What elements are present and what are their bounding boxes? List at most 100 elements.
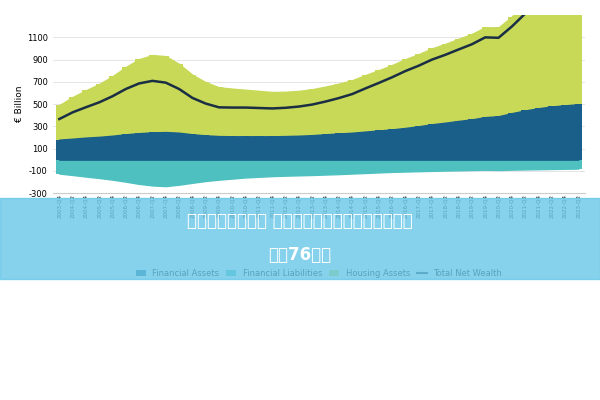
Bar [335, 160, 343, 174]
Text: 线上股票配资公司 主次节奏：原油连续走低，日内: 线上股票配资公司 主次节奏：原油连续走低，日内 [187, 212, 413, 230]
Bar [575, 0, 582, 104]
Bar [109, 160, 116, 180]
Bar [482, 117, 489, 160]
Legend: Financial Assets, Financial Liabilities, Housing Assets, Total Net Wealth: Financial Assets, Financial Liabilities,… [133, 266, 505, 282]
Bar [282, 136, 289, 160]
Bar [521, 4, 529, 110]
Bar [388, 65, 395, 129]
Bar [508, 16, 515, 113]
Bar [415, 160, 422, 171]
Bar [482, 27, 489, 117]
Bar [175, 160, 183, 185]
Bar [362, 160, 369, 173]
Bar [242, 160, 249, 178]
Bar [308, 89, 316, 135]
Bar [282, 92, 289, 136]
Bar [335, 134, 343, 160]
Bar [442, 123, 449, 160]
Bar [375, 130, 382, 160]
Bar [508, 113, 515, 160]
Bar [122, 67, 130, 134]
Bar [322, 160, 329, 174]
Bar [229, 136, 236, 160]
Bar [428, 160, 436, 171]
Bar [349, 133, 356, 160]
Bar [535, 0, 542, 108]
Bar [109, 76, 116, 136]
Bar [455, 160, 462, 170]
Bar [56, 160, 63, 174]
Bar [295, 160, 302, 175]
Bar [229, 89, 236, 136]
Bar [149, 132, 156, 160]
Bar [82, 160, 89, 176]
Bar [269, 136, 276, 160]
Bar [468, 119, 476, 160]
Bar [56, 140, 63, 160]
Bar [136, 133, 143, 160]
Bar [269, 92, 276, 136]
Bar [548, 160, 556, 169]
Bar [335, 84, 343, 134]
Bar [162, 56, 169, 132]
Bar [455, 39, 462, 121]
Y-axis label: € Billion: € Billion [15, 86, 24, 122]
Bar [215, 136, 223, 160]
Bar [375, 70, 382, 130]
Bar [229, 160, 236, 178]
Bar [282, 160, 289, 176]
Bar [255, 136, 263, 160]
Bar [495, 28, 502, 116]
Bar [295, 91, 302, 136]
Bar [242, 90, 249, 136]
Bar [535, 108, 542, 160]
Bar [575, 160, 582, 168]
Bar [56, 105, 63, 140]
Bar [548, 0, 556, 106]
Bar [508, 160, 515, 170]
Bar [122, 160, 130, 182]
Bar [495, 116, 502, 160]
Bar [349, 160, 356, 174]
Bar [95, 137, 103, 160]
Bar [255, 91, 263, 136]
Bar [295, 136, 302, 160]
Bar [215, 87, 223, 136]
Bar [136, 59, 143, 133]
Bar [468, 34, 476, 119]
Bar [415, 54, 422, 126]
Bar [562, 0, 569, 105]
Bar [455, 121, 462, 160]
Bar [442, 160, 449, 170]
Bar [162, 132, 169, 160]
Bar [375, 160, 382, 172]
Bar [308, 160, 316, 175]
Bar [242, 136, 249, 160]
Bar [401, 59, 409, 128]
Bar [189, 160, 196, 183]
Bar [308, 135, 316, 160]
Bar [521, 160, 529, 170]
Bar [149, 160, 156, 186]
Bar [468, 160, 476, 170]
Bar [82, 90, 89, 138]
Bar [575, 104, 582, 160]
Bar [189, 134, 196, 160]
Bar [175, 64, 183, 133]
Bar [562, 105, 569, 160]
Bar [388, 129, 395, 160]
Bar [322, 134, 329, 160]
Bar [388, 160, 395, 172]
Bar [95, 84, 103, 137]
Bar [69, 97, 76, 139]
Bar [255, 160, 263, 177]
Bar [482, 160, 489, 170]
Bar [202, 135, 209, 160]
Bar [349, 80, 356, 133]
Bar [495, 160, 502, 170]
Bar [269, 160, 276, 176]
Bar [202, 160, 209, 181]
Text: 回探76下方: 回探76下方 [268, 246, 332, 264]
Bar [136, 160, 143, 184]
Bar [362, 132, 369, 160]
